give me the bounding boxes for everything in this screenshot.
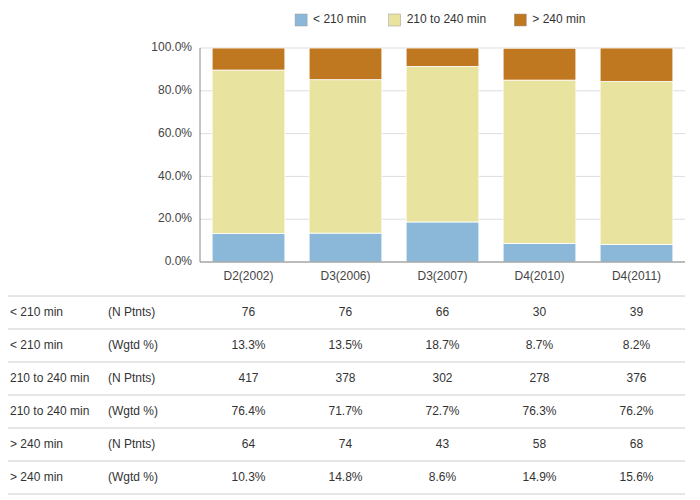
table-cell: 30 xyxy=(533,305,547,319)
x-tick-label: D3(2006) xyxy=(320,269,370,283)
table-cell: 66 xyxy=(436,305,450,319)
bar-segment xyxy=(406,66,479,222)
y-axis: 0.0% 20.0% 40.0% 60.0% 80.0% 100.0% xyxy=(151,40,685,268)
table-cell: 13.3% xyxy=(231,338,265,352)
x-tick-label: D2(2002) xyxy=(223,269,273,283)
legend-label: > 240 min xyxy=(532,12,585,26)
table-cell: 10.3% xyxy=(231,470,265,484)
bar-segment xyxy=(309,48,382,80)
table-rule xyxy=(8,461,685,462)
bar-segment xyxy=(212,234,285,262)
x-tick-label: D4(2010) xyxy=(514,269,564,283)
table-row-sublabel: (Wgtd %) xyxy=(108,470,158,484)
table-cell: 68 xyxy=(630,437,644,451)
table-row-name: > 240 min xyxy=(10,437,63,451)
table-cell: 376 xyxy=(626,371,646,385)
table-cell: 76 xyxy=(242,305,256,319)
table-cell: 278 xyxy=(529,371,549,385)
legend-swatch xyxy=(389,14,401,26)
table-cell: 64 xyxy=(242,437,256,451)
bar-segment xyxy=(600,244,673,262)
x-axis: D2(2002) D3(2006) D3(2007) D4(2010) D4(2011) xyxy=(223,269,661,283)
bar-segment xyxy=(406,48,479,66)
bar-segment xyxy=(212,48,285,70)
y-axis-line xyxy=(200,48,201,262)
table-row-sublabel: (N Ptnts) xyxy=(108,305,155,319)
table-row-sublabel: (N Ptnts) xyxy=(108,437,155,451)
bar-segment xyxy=(503,48,576,80)
table-row-name: 210 to 240 min xyxy=(10,371,89,385)
y-tick-label: 0.0% xyxy=(165,254,193,268)
table-cell: 13.5% xyxy=(328,338,362,352)
table-cell: 8.2% xyxy=(623,338,651,352)
table-cell: 72.7% xyxy=(425,404,459,418)
legend: < 210 min 210 to 240 min > 240 min xyxy=(295,12,585,26)
table-cell: 39 xyxy=(630,305,644,319)
table-row-sublabel: (N Ptnts) xyxy=(108,371,155,385)
bar-segment xyxy=(212,70,285,233)
table-rule xyxy=(8,296,685,297)
table-cell: 14.8% xyxy=(328,470,362,484)
table-cell: 58 xyxy=(533,437,547,451)
legend-swatch xyxy=(514,14,526,26)
bar-segment xyxy=(309,80,382,233)
table-cell: 76.4% xyxy=(231,404,265,418)
table-row-name: > 240 min xyxy=(10,470,63,484)
legend-swatch xyxy=(295,14,307,26)
table-cell: 417 xyxy=(238,371,258,385)
bar-segment xyxy=(503,243,576,262)
table-rule xyxy=(8,362,685,363)
table-cell: 15.6% xyxy=(619,470,653,484)
table-row-sublabel: (Wgtd %) xyxy=(108,404,158,418)
y-tick-label: 40.0% xyxy=(158,169,192,183)
table-cell: 76.3% xyxy=(522,404,556,418)
table-cell: 8.7% xyxy=(526,338,554,352)
table-row-name: < 210 min xyxy=(10,305,63,319)
table-cell: 74 xyxy=(339,437,353,451)
x-tick-label: D4(2011) xyxy=(612,269,661,283)
bar-segment xyxy=(309,233,382,262)
table-cell: 378 xyxy=(335,371,355,385)
table-cell: 43 xyxy=(436,437,450,451)
y-tick-label: 20.0% xyxy=(158,211,192,225)
chart: 0.0% 20.0% 40.0% 60.0% 80.0% 100.0% D2(2002) D3… xyxy=(0,0,700,500)
table-cell: 71.7% xyxy=(328,404,362,418)
y-tick-label: 80.0% xyxy=(158,83,192,97)
table-row-name: < 210 min xyxy=(10,338,63,352)
legend-label: < 210 min xyxy=(313,12,366,26)
table-cell: 76.2% xyxy=(619,404,653,418)
table-row-name: 210 to 240 min xyxy=(10,404,89,418)
bars xyxy=(212,48,673,262)
table-rule xyxy=(8,494,685,495)
y-tick-label: 100.0% xyxy=(151,40,192,54)
table-rule xyxy=(8,329,685,330)
grid-line xyxy=(200,262,685,263)
table-rule xyxy=(8,395,685,396)
table-cell: 18.7% xyxy=(425,338,459,352)
bar-segment xyxy=(600,81,673,244)
x-axis-line xyxy=(200,262,685,263)
table-rule xyxy=(8,428,685,429)
y-tick-label: 60.0% xyxy=(158,126,192,140)
x-tick-label: D3(2007) xyxy=(417,269,467,283)
bar-segment xyxy=(600,48,673,81)
bar-segment xyxy=(406,222,479,262)
legend-label: 210 to 240 min xyxy=(407,12,486,26)
table-cell: 76 xyxy=(339,305,353,319)
table-cell: 14.9% xyxy=(522,470,556,484)
table-cell: 302 xyxy=(432,371,452,385)
table-row-sublabel: (Wgtd %) xyxy=(108,338,158,352)
bar-segment xyxy=(503,80,576,243)
table: < 210 min (N Ptnts) 76 76 66 30 39 < 210 min (Wg… xyxy=(8,296,685,494)
table-cell: 8.6% xyxy=(429,470,457,484)
